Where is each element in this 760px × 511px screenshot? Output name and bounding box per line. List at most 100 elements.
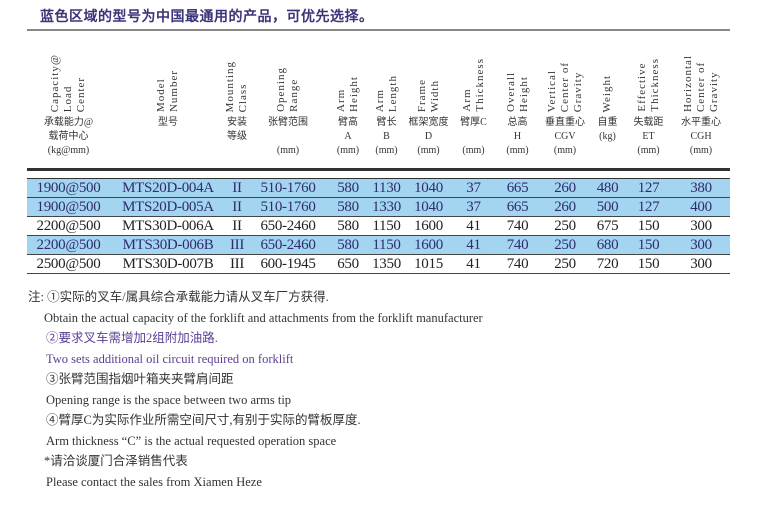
note-line: ②要求叉车需增加2组附加油路. bbox=[46, 331, 218, 345]
column-header: Model Number bbox=[110, 32, 226, 112]
column-header: Arm Thickness bbox=[452, 32, 495, 112]
column-header-english: Opening Range bbox=[275, 67, 300, 112]
table-cell: 740 bbox=[495, 216, 540, 236]
column-header-english: Overall Height bbox=[504, 72, 530, 112]
table-cell: 380 bbox=[672, 178, 730, 198]
column-header: Overall Height bbox=[495, 32, 540, 112]
column-header-chinese: 承载能力@ 载荷中心 (kg@mm) bbox=[43, 117, 94, 156]
column-header-english: Arm Height bbox=[335, 76, 360, 112]
table-cell: 580 bbox=[328, 216, 368, 236]
column-header-chinese: 臂高 A (mm) bbox=[336, 117, 360, 156]
column-header-chinese: 自重 (kg) bbox=[597, 117, 618, 142]
column-header: Opening Range bbox=[248, 32, 328, 112]
table-cell: 41 bbox=[452, 254, 495, 274]
table-cell: 127 bbox=[625, 178, 672, 198]
column-header-english: Mounting Class bbox=[224, 60, 249, 112]
table-cell: 680 bbox=[590, 235, 625, 255]
column-header: Mounting Class bbox=[224, 32, 249, 112]
notes-section: 注: ①实际的叉车/属具综合承载能力请从叉车厂方获得. Obtain the ac… bbox=[28, 287, 483, 492]
table-row: 2500@500 MTS30D-007B III 600-1945 650 1350 101… bbox=[27, 254, 730, 274]
table-cell: 250 bbox=[540, 235, 590, 255]
table-cell: 650-2460 bbox=[248, 235, 328, 255]
table-cell: MTS20D-005A bbox=[110, 197, 226, 217]
table-cell: II bbox=[226, 197, 248, 217]
table-cell: 720 bbox=[590, 254, 625, 274]
note-line: 注: ①实际的叉车/属具综合承载能力请从叉车厂方获得. bbox=[28, 290, 329, 304]
table-cell: 2200@500 bbox=[27, 235, 110, 255]
table-cell: 1150 bbox=[368, 235, 405, 255]
table-cell: MTS30D-006A bbox=[110, 216, 226, 236]
column-header-english: Frame Width bbox=[415, 78, 441, 112]
table-cell: 580 bbox=[328, 197, 368, 217]
table-cell: 650-2460 bbox=[248, 216, 328, 236]
column-header-chinese: 臂厚C (mm) bbox=[460, 117, 487, 156]
note-line: Two sets additional oil circuit required… bbox=[46, 351, 294, 366]
column-header: Horizontal Center of Gravity bbox=[672, 32, 730, 112]
note-line: Please contact the sales from Xiamen Hez… bbox=[46, 474, 262, 489]
note-line: *请洽谈厦门合泽销售代表 bbox=[44, 454, 188, 468]
table-cell: 150 bbox=[625, 235, 672, 255]
column-header-chinese: 框架宽度 D (mm) bbox=[408, 117, 449, 156]
note-line: ④臂厚C为实际作业所需空间尺寸,有别于实际的臂板厚度. bbox=[46, 413, 361, 427]
table-cell: 2500@500 bbox=[27, 254, 110, 274]
table-cell: 580 bbox=[328, 235, 368, 255]
table-cell: 250 bbox=[540, 254, 590, 274]
table-cell: 480 bbox=[590, 178, 625, 198]
divider bbox=[27, 29, 730, 31]
column-header-chinese: 失载距 ET (mm) bbox=[633, 117, 664, 156]
table-cell: MTS30D-006B bbox=[110, 235, 226, 255]
table-cell: 150 bbox=[625, 254, 672, 274]
table-cell: 675 bbox=[590, 216, 625, 236]
table-row: 1900@500 MTS20D-004A II 510-1760 580 1130 1040… bbox=[27, 178, 730, 198]
table-cell: 740 bbox=[495, 235, 540, 255]
table-cell: 1600 bbox=[405, 216, 452, 236]
header-row-chinese: 承载能力@ 载荷中心 (kg@mm) 型号 安装 等级 张臂范围 (mm) 臂高 A (… bbox=[27, 112, 730, 170]
note-line: Arm thickness “C” is the actual requeste… bbox=[46, 433, 337, 448]
table-cell: 400 bbox=[672, 197, 730, 217]
table-cell: 500 bbox=[590, 197, 625, 217]
column-header-english: Capacity@ Load Center bbox=[49, 53, 87, 112]
column-header-english: Weight bbox=[601, 74, 613, 113]
table-cell: II bbox=[226, 216, 248, 236]
table-cell: 580 bbox=[328, 178, 368, 198]
table-cell: 1130 bbox=[368, 178, 405, 198]
table-cell: 1330 bbox=[368, 197, 405, 217]
column-header-chinese: 安装 等级 bbox=[227, 117, 247, 142]
column-header: Arm Height bbox=[328, 32, 368, 112]
column-header-english: Arm Length bbox=[373, 74, 399, 112]
table-row: 2200@500 MTS30D-006B III 650-2460 580 1150 160… bbox=[27, 235, 730, 255]
column-header: Arm Length bbox=[368, 32, 405, 112]
table-cell: 260 bbox=[540, 197, 590, 217]
column-header: Weight bbox=[590, 32, 625, 113]
table-cell: 665 bbox=[495, 178, 540, 198]
column-header-english: Effective Thickness bbox=[635, 58, 661, 112]
table-cell: 37 bbox=[452, 197, 495, 217]
column-header: Vertical Center of Gravity bbox=[540, 32, 590, 112]
note-line: Opening range is the space between two a… bbox=[46, 392, 292, 407]
spec-table: Capacity@ Load Center Model Number Mountin… bbox=[27, 32, 730, 274]
table-cell: 250 bbox=[540, 216, 590, 236]
table-cell: 1040 bbox=[405, 178, 452, 198]
column-header: Capacity@ Load Center bbox=[27, 32, 110, 112]
table-cell: 41 bbox=[452, 235, 495, 255]
table-cell: 300 bbox=[672, 235, 730, 255]
column-header-english: Model Number bbox=[155, 69, 180, 112]
note-line: Obtain the actual capacity of the forkli… bbox=[44, 310, 483, 325]
table-cell: 1900@500 bbox=[27, 178, 110, 198]
table-cell: 300 bbox=[672, 216, 730, 236]
table-cell: II bbox=[226, 178, 248, 198]
table-cell: 510-1760 bbox=[248, 178, 328, 198]
table-cell: 37 bbox=[452, 178, 495, 198]
table-cell: MTS30D-007B bbox=[110, 254, 226, 274]
table-cell: MTS20D-004A bbox=[110, 178, 226, 198]
column-header-chinese: 张臂范围 (mm) bbox=[268, 117, 308, 156]
table-row: 2200@500 MTS30D-006A II 650-2460 580 1150 1600… bbox=[27, 216, 730, 236]
table-row: 1900@500 MTS20D-005A II 510-1760 580 1330 1040… bbox=[27, 197, 730, 217]
table-cell: 41 bbox=[452, 216, 495, 236]
table-cell: 650 bbox=[328, 254, 368, 274]
table-cell: III bbox=[226, 235, 248, 255]
table-cell: 150 bbox=[625, 216, 672, 236]
table-cell: 2200@500 bbox=[27, 216, 110, 236]
column-header-chinese: 型号 bbox=[158, 117, 178, 128]
column-header-chinese: 水平重心 CGH (mm) bbox=[681, 117, 721, 156]
